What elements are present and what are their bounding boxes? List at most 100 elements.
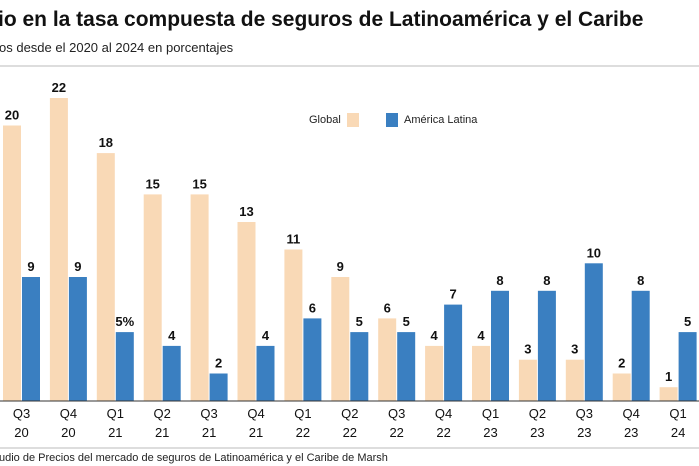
legend-swatch-global xyxy=(347,113,359,127)
value-label-global: 4 xyxy=(430,328,438,343)
bar-global xyxy=(518,359,537,401)
bar-global xyxy=(425,345,444,401)
bar-america-latina xyxy=(444,304,463,401)
value-label-global: 11 xyxy=(287,232,301,247)
bar-america-latina xyxy=(22,277,40,401)
source-note: udio de Precios del mercado de seguros d… xyxy=(0,452,388,464)
x-axis-ticks: Q3 20 Q4 20 Q1 21 Q2 21 Q3 21 Q4 21 Q1 22 Q2 22 Q3 22 Q4 22… xyxy=(13,406,687,440)
value-label-america-latina: 5 xyxy=(403,314,410,329)
legend-swatch-america-latina xyxy=(386,113,398,127)
value-label-global: 15 xyxy=(192,176,206,191)
bar-global xyxy=(237,222,256,401)
x-tick-year: 21 xyxy=(202,425,216,440)
value-label-global: 3 xyxy=(571,342,578,357)
bar-america-latina xyxy=(631,290,650,401)
x-tick-year: 21 xyxy=(108,425,122,440)
value-label-america-latina: 8 xyxy=(543,273,550,288)
x-tick-year: 23 xyxy=(483,425,497,440)
value-label-america-latina: 5% xyxy=(115,314,134,329)
bar-global xyxy=(49,98,68,401)
bar-america-latina xyxy=(537,290,556,401)
value-label-global: 6 xyxy=(384,300,391,315)
bar-global xyxy=(472,345,490,401)
value-label-global: 20 xyxy=(5,108,19,123)
value-label-america-latina: 4 xyxy=(262,328,270,343)
value-label-america-latina: 9 xyxy=(74,259,81,274)
value-label-america-latina: 6 xyxy=(309,300,316,315)
x-tick-quarter: Q1 xyxy=(294,406,311,421)
value-label-global: 3 xyxy=(524,342,531,357)
x-tick-year: 21 xyxy=(155,425,169,440)
value-label-america-latina: 2 xyxy=(215,356,222,371)
chart-subtitle: os desde el 2020 al 2024 en porcentajes xyxy=(0,40,234,55)
x-tick-quarter: Q4 xyxy=(435,406,452,421)
bar-america-latina xyxy=(209,373,228,401)
x-tick-year: 23 xyxy=(624,425,638,440)
x-tick-quarter: Q3 xyxy=(200,406,217,421)
x-tick-year: 21 xyxy=(249,425,263,440)
value-label-global: 4 xyxy=(477,328,485,343)
x-tick-year: 20 xyxy=(14,425,28,440)
value-label-global: 1 xyxy=(665,369,672,384)
value-label-america-latina: 10 xyxy=(587,245,601,260)
x-tick-quarter: Q1 xyxy=(482,406,499,421)
value-label-global: 2 xyxy=(618,356,625,371)
x-tick-quarter: Q1 xyxy=(669,406,686,421)
x-tick-quarter: Q2 xyxy=(529,406,546,421)
x-tick-quarter: Q4 xyxy=(247,406,264,421)
x-tick-quarter: Q2 xyxy=(154,406,171,421)
bar-global xyxy=(612,373,631,401)
chart-title: io en la tasa compuesta de seguros de La… xyxy=(0,8,643,31)
bar-america-latina xyxy=(256,345,275,401)
legend-label-america-latina: América Latina xyxy=(404,114,478,126)
x-tick-quarter: Q1 xyxy=(107,406,124,421)
bar-global xyxy=(190,194,209,401)
bar-global xyxy=(659,387,678,401)
bar-america-latina xyxy=(491,290,509,401)
value-label-america-latina: 8 xyxy=(637,273,644,288)
bar-america-latina xyxy=(397,332,416,401)
bar-america-latina xyxy=(303,318,322,401)
bars-group xyxy=(3,98,697,401)
x-tick-quarter: Q4 xyxy=(60,406,77,421)
bar-global xyxy=(378,318,397,401)
bar-america-latina xyxy=(584,263,603,401)
bar-global xyxy=(3,125,21,401)
x-tick-year: 20 xyxy=(61,425,75,440)
value-label-america-latina: 4 xyxy=(168,328,176,343)
bar-global xyxy=(143,194,162,401)
x-tick-quarter: Q3 xyxy=(13,406,30,421)
value-label-america-latina: 9 xyxy=(27,259,34,274)
bar-america-latina xyxy=(68,277,87,401)
bar-america-latina xyxy=(162,345,181,401)
x-tick-year: 22 xyxy=(343,425,357,440)
bar-global xyxy=(284,249,303,401)
x-tick-year: 23 xyxy=(577,425,591,440)
value-label-global: 18 xyxy=(99,135,113,150)
x-tick-year: 22 xyxy=(389,425,403,440)
bar-america-latina xyxy=(115,332,134,401)
value-label-global: 15 xyxy=(145,176,159,191)
x-tick-quarter: Q4 xyxy=(623,406,640,421)
value-label-global: 13 xyxy=(239,204,253,219)
value-label-america-latina: 7 xyxy=(449,287,456,302)
bar-global xyxy=(331,277,350,401)
bar-america-latina xyxy=(350,332,369,401)
value-label-global: 22 xyxy=(52,80,66,95)
x-tick-quarter: Q3 xyxy=(388,406,405,421)
value-label-america-latina: 5 xyxy=(684,314,691,329)
x-tick-year: 23 xyxy=(530,425,544,440)
value-label-global: 9 xyxy=(337,259,344,274)
value-label-america-latina: 5 xyxy=(356,314,363,329)
legend: Global América Latina xyxy=(309,113,478,127)
bar-america-latina xyxy=(678,332,697,401)
x-tick-quarter: Q2 xyxy=(341,406,358,421)
x-tick-year: 22 xyxy=(436,425,450,440)
x-tick-quarter: Q3 xyxy=(576,406,593,421)
x-tick-year: 22 xyxy=(296,425,310,440)
bar-global xyxy=(96,153,115,401)
value-label-america-latina: 8 xyxy=(496,273,503,288)
x-tick-year: 24 xyxy=(671,425,685,440)
